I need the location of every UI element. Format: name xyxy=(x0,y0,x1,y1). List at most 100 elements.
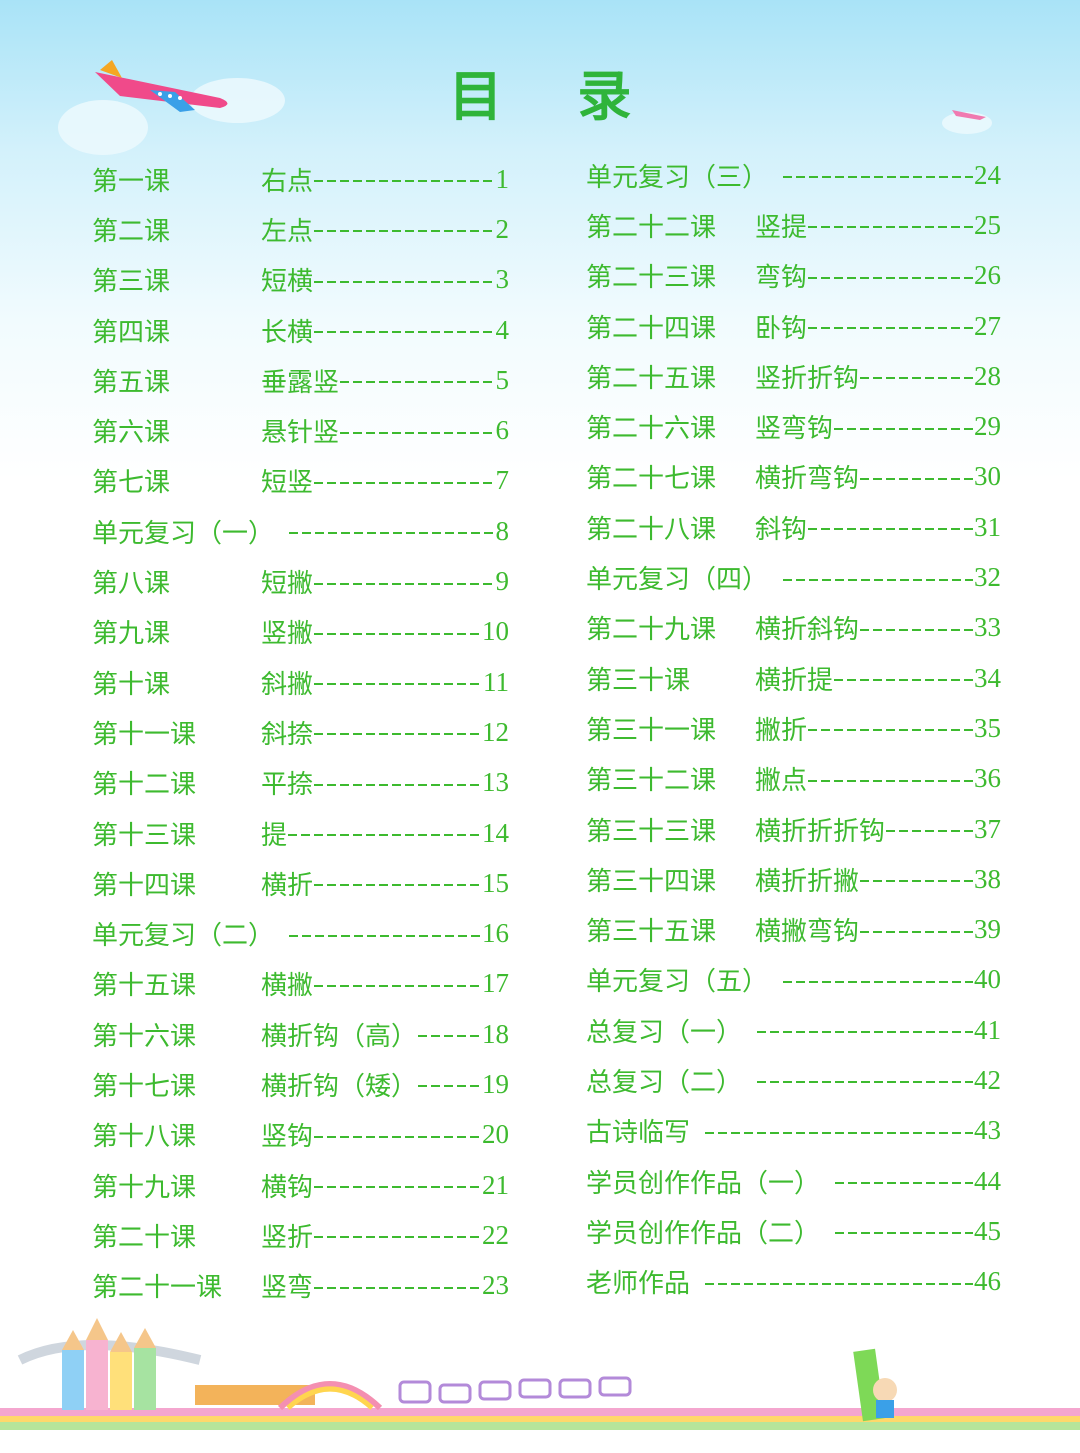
toc-page-number: 14 xyxy=(482,817,509,848)
toc-page-number: 4 xyxy=(495,314,510,345)
toc-stroke-name: 撇点 xyxy=(755,766,808,797)
toc-leader-dashes xyxy=(834,427,973,430)
toc-page-number: 15 xyxy=(482,867,509,898)
toc-leader-dashes xyxy=(314,481,495,484)
toc-entry[interactable]: 单元复习（四） 32 xyxy=(586,552,1001,602)
toc-leader-dashes xyxy=(314,733,481,736)
toc-entry[interactable]: 第二十五课 竖折折钩 28 xyxy=(586,351,1001,401)
toc-entry[interactable]: 第十九课 横钩 21 xyxy=(92,1160,509,1210)
toc-entry[interactable]: 第三十四课 横折折撇 38 xyxy=(586,854,1001,904)
toc-stroke-name: 撇折 xyxy=(755,715,808,746)
toc-page-number: 39 xyxy=(974,914,1001,945)
toc-entry[interactable]: 第十三课 提 14 xyxy=(92,808,509,858)
toc-lesson-label: 第二十五课 xyxy=(586,363,717,394)
toc-entry[interactable]: 古诗临写 43 xyxy=(586,1106,1001,1156)
toc-leader-dashes xyxy=(314,230,495,233)
toc-stroke-name: 横钩 xyxy=(261,1172,314,1203)
toc-lesson-label: 第三十课 xyxy=(586,665,691,696)
toc-lesson-label: 第三十五课 xyxy=(586,917,717,948)
toc-entry[interactable]: 第六课 悬针竖 6 xyxy=(92,405,509,455)
cloud-decoration xyxy=(58,100,148,155)
toc-stroke-name: 垂露竖 xyxy=(261,367,340,398)
toc-entry[interactable]: 单元复习（二） 16 xyxy=(92,908,509,958)
toc-lesson-label: 第二十九课 xyxy=(586,615,717,646)
toc-entry[interactable]: 第八课 短撇 9 xyxy=(92,556,509,606)
toc-page-number: 24 xyxy=(974,159,1001,190)
toc-lesson-label: 第六课 xyxy=(92,418,171,449)
toc-lesson-label: 第十六课 xyxy=(92,1021,197,1052)
toc-page-number: 32 xyxy=(974,562,1001,593)
toc-page-number: 40 xyxy=(974,964,1001,995)
toc-lesson-label: 老师作品 xyxy=(586,1269,691,1300)
toc-entry[interactable]: 第五课 垂露竖 5 xyxy=(92,355,509,405)
toc-stroke-name: 短撇 xyxy=(261,569,314,600)
toc-page-number: 36 xyxy=(974,763,1001,794)
toc-leader-dashes xyxy=(860,880,973,883)
toc-entry[interactable]: 单元复习（一） 8 xyxy=(92,506,509,556)
toc-leader-dashes xyxy=(340,381,495,384)
toc-entry[interactable]: 第三十二课 撇点 36 xyxy=(586,754,1001,804)
toc-lesson-label: 第十九课 xyxy=(92,1172,197,1203)
toc-entry[interactable]: 第三课 短横 3 xyxy=(92,255,509,305)
toc-entry[interactable]: 第十二课 平捺 13 xyxy=(92,758,509,808)
toc-lesson-label: 第九课 xyxy=(92,619,171,650)
toc-entry[interactable]: 第三十五课 横撇弯钩 39 xyxy=(586,904,1001,954)
toc-entry[interactable]: 第十六课 横折钩（高） 18 xyxy=(92,1009,509,1059)
toc-entry[interactable]: 第二课 左点 2 xyxy=(92,204,509,254)
toc-lesson-label: 总复习（二） xyxy=(586,1067,743,1098)
toc-entry[interactable]: 第三十课 横折提 34 xyxy=(586,653,1001,703)
toc-stroke-name: 斜钩 xyxy=(755,514,808,545)
toc-entry[interactable]: 老师作品 46 xyxy=(586,1257,1001,1307)
toc-leader-dashes xyxy=(289,532,495,535)
toc-entry[interactable]: 单元复习（三） 24 xyxy=(586,150,1001,200)
toc-lesson-label: 单元复习（一） xyxy=(92,518,275,549)
toc-entry[interactable]: 第一课 右点 1 xyxy=(92,154,509,204)
bottom-scene-decoration xyxy=(0,1318,1080,1453)
toc-leader-dashes xyxy=(757,1031,973,1034)
toc-leader-dashes xyxy=(340,431,495,434)
toc-leader-dashes xyxy=(314,783,481,786)
toc-stroke-name: 竖折折钩 xyxy=(755,363,860,394)
toc-entry[interactable]: 学员创作作品（二） 45 xyxy=(586,1206,1001,1256)
toc-entry[interactable]: 单元复习（五） 40 xyxy=(586,955,1001,1005)
toc-page-number: 27 xyxy=(974,310,1001,341)
toc-lesson-label: 单元复习（四） xyxy=(586,565,769,596)
toc-entry[interactable]: 第三十一课 撇折 35 xyxy=(586,703,1001,753)
toc-page-number: 46 xyxy=(974,1266,1001,1297)
toc-entry[interactable]: 第四课 长横 4 xyxy=(92,305,509,355)
toc-stroke-name: 横撇弯钩 xyxy=(755,917,860,948)
toc-page-number: 33 xyxy=(974,612,1001,643)
toc-lesson-label: 古诗临写 xyxy=(586,1118,691,1149)
toc-entry[interactable]: 第十五课 横撇 17 xyxy=(92,959,509,1009)
toc-entry[interactable]: 第二十一课 竖弯 23 xyxy=(92,1261,509,1311)
toc-entry[interactable]: 第三十三课 横折折折钩 37 xyxy=(586,804,1001,854)
toc-entry[interactable]: 第十七课 横折钩（矮） 19 xyxy=(92,1059,509,1109)
toc-entry[interactable]: 第二十九课 横折斜钩 33 xyxy=(586,603,1001,653)
toc-entry[interactable]: 第十课 斜撇 11 xyxy=(92,657,509,707)
toc-stroke-name: 左点 xyxy=(261,216,314,247)
toc-entry[interactable]: 第二十三课 弯钩 26 xyxy=(586,251,1001,301)
toc-entry[interactable]: 总复习（二） 42 xyxy=(586,1055,1001,1105)
toc-stroke-name: 竖撇 xyxy=(261,619,314,650)
toc-entry[interactable]: 第十四课 横折 15 xyxy=(92,858,509,908)
toc-entry[interactable]: 第十一课 斜捺 12 xyxy=(92,707,509,757)
toc-entry[interactable]: 第二十六课 竖弯钩 29 xyxy=(586,401,1001,451)
toc-entry[interactable]: 第九课 竖撇 10 xyxy=(92,607,509,657)
toc-entry[interactable]: 第二十二课 竖提 25 xyxy=(586,200,1001,250)
toc-entry[interactable]: 第二十四课 卧钩 27 xyxy=(586,301,1001,351)
toc-entry[interactable]: 第十八课 竖钩 20 xyxy=(92,1110,509,1160)
toc-entry[interactable]: 第七课 短竖 7 xyxy=(92,456,509,506)
toc-entry[interactable]: 第二十八课 斜钩 31 xyxy=(586,502,1001,552)
toc-entry[interactable]: 总复习（一） 41 xyxy=(586,1005,1001,1055)
toc-page-number: 38 xyxy=(974,863,1001,894)
toc-leader-dashes xyxy=(418,1085,481,1088)
toc-stroke-name: 横折折撇 xyxy=(755,866,860,897)
toc-stroke-name: 提 xyxy=(261,820,288,851)
toc-entry[interactable]: 第二十七课 横折弯钩 30 xyxy=(586,452,1001,502)
toc-lesson-label: 第二十课 xyxy=(92,1222,197,1253)
toc-entry[interactable]: 学员创作作品（一） 44 xyxy=(586,1156,1001,1206)
toc-lesson-label: 第五课 xyxy=(92,367,171,398)
toc-entry[interactable]: 第二十课 竖折 22 xyxy=(92,1210,509,1260)
toc-lesson-label: 第二课 xyxy=(92,216,171,247)
toc-page-number: 29 xyxy=(974,411,1001,442)
